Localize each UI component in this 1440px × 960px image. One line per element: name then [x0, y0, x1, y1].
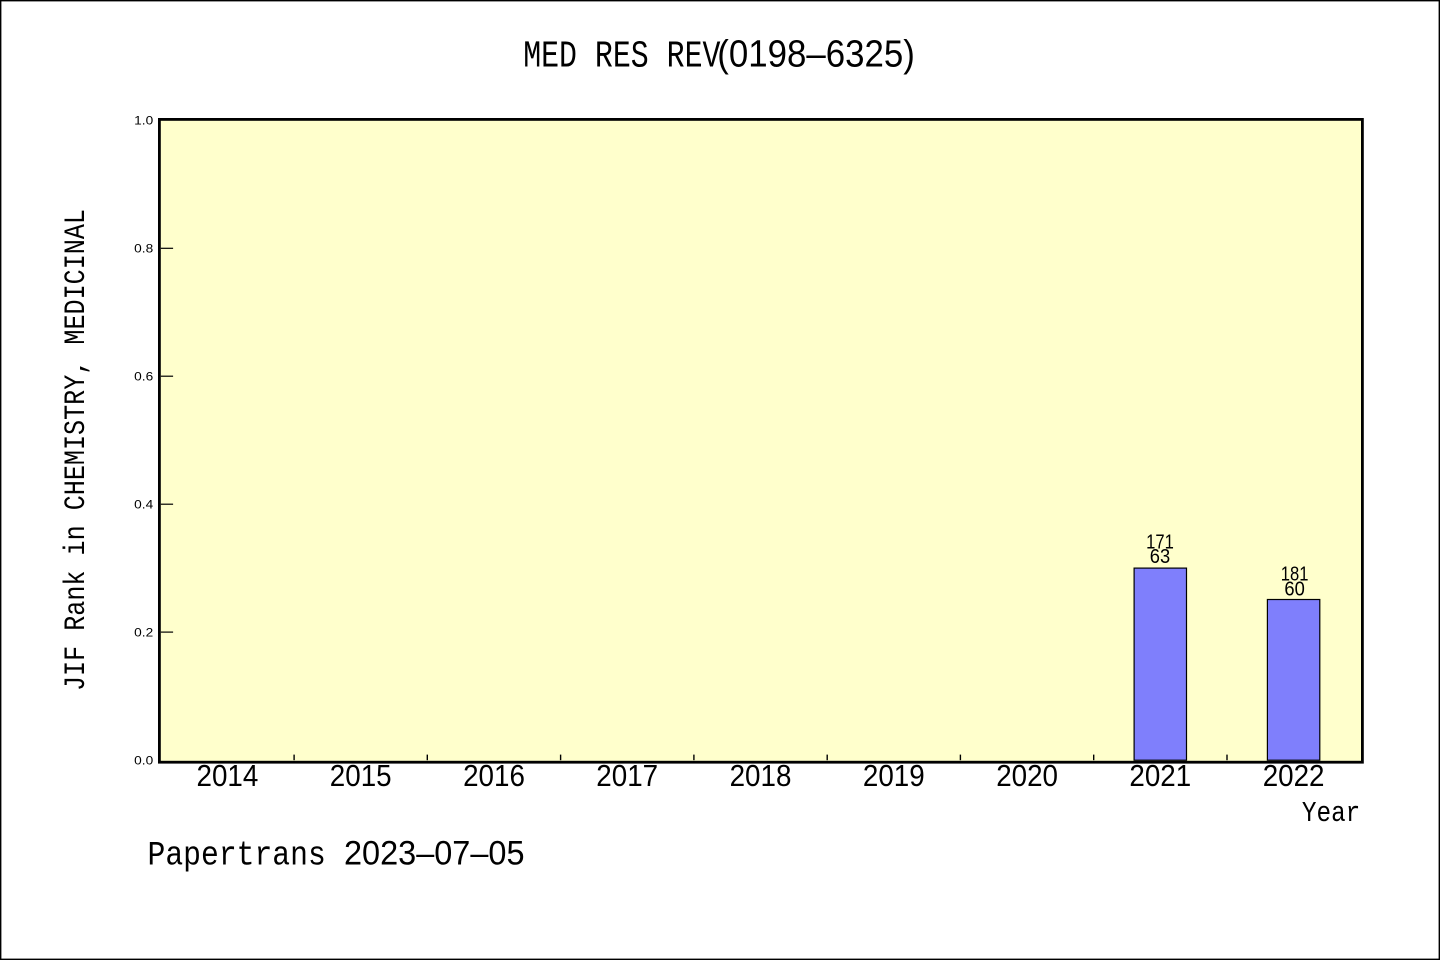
svg-text:1.0: 1.0	[134, 114, 153, 128]
svg-text:2018: 2018	[730, 758, 792, 793]
svg-text:60: 60	[1284, 577, 1304, 600]
svg-text:(0198–6325): (0198–6325)	[717, 34, 915, 76]
svg-text:2019: 2019	[863, 758, 925, 793]
svg-text:181: 181	[1281, 562, 1309, 585]
svg-text:MED RES REV: MED RES REV	[523, 37, 721, 79]
svg-text:2022: 2022	[1263, 758, 1325, 793]
svg-text:0.0: 0.0	[134, 753, 153, 767]
svg-text:JIF Rank in CHEMISTRY, MEDICIN: JIF Rank in CHEMISTRY, MEDICINAL	[59, 209, 93, 691]
svg-text:0.4: 0.4	[134, 498, 153, 512]
svg-text:Papertrans: Papertrans	[148, 837, 326, 876]
svg-text:0.6: 0.6	[134, 370, 153, 384]
svg-text:2014: 2014	[197, 758, 259, 793]
svg-text:2017: 2017	[596, 758, 658, 793]
svg-text:2015: 2015	[330, 758, 392, 793]
svg-text:0.8: 0.8	[134, 242, 153, 256]
svg-text:63: 63	[1150, 545, 1170, 568]
svg-text:2020: 2020	[996, 758, 1058, 793]
svg-text:2023–07–05: 2023–07–05	[344, 835, 525, 873]
svg-text:Year: Year	[1302, 797, 1360, 830]
svg-text:2016: 2016	[463, 758, 525, 793]
svg-text:0.2: 0.2	[134, 625, 153, 639]
svg-text:2021: 2021	[1129, 758, 1191, 793]
svg-text:171: 171	[1146, 530, 1174, 553]
